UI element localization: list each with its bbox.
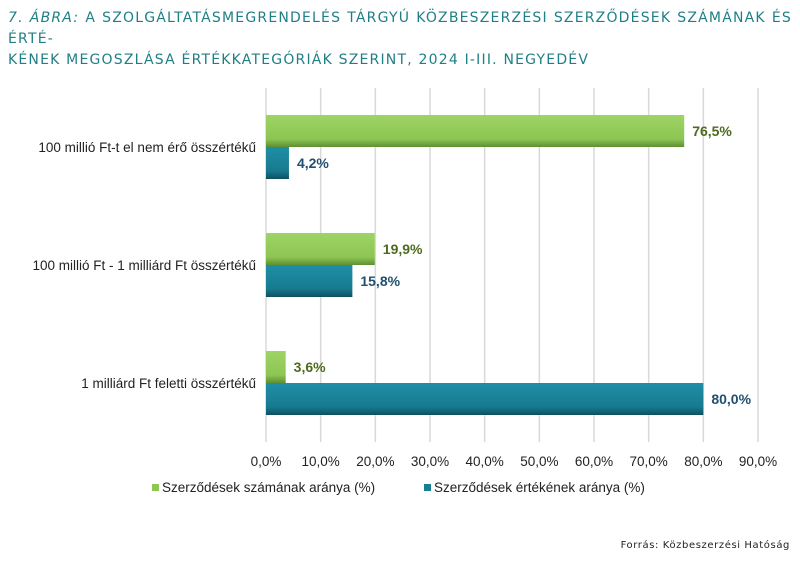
x-tick-label: 40,0% [466,454,504,469]
legend-swatch-count [152,484,159,491]
data-label: 4,2% [297,155,329,171]
bar-contract-count [266,351,286,383]
data-label: 3,6% [294,359,326,375]
category-label: 100 millió Ft - 1 milliárd Ft összértékű [32,258,256,273]
x-tick-label: 30,0% [411,454,449,469]
x-tick-label: 20,0% [356,454,394,469]
title-line-2: KÉNEK MEGOSZLÁSA ÉRTÉKKATEGÓRIÁK SZERINT… [8,52,590,68]
data-label: 76,5% [692,123,732,139]
x-tick-label: 80,0% [684,454,722,469]
data-label: 15,8% [360,273,400,289]
bar-contract-value [266,383,704,415]
legend-label: Szerződések számának aránya (%) [162,480,375,495]
x-tick-label: 0,0% [251,454,282,469]
x-tick-label: 70,0% [630,454,668,469]
legend-swatch-value [424,484,431,491]
x-tick-label: 50,0% [520,454,558,469]
x-tick-labels: 0,0% 10,0% 20,0% 30,0% 40,0% 50,0% 60,0% 70,0% 8… [251,454,778,469]
data-label: 19,9% [383,241,423,257]
figure-label: 7. ÁBRA: [8,10,80,26]
bar-contract-value [266,147,289,179]
bars [266,115,704,415]
x-tick-label: 10,0% [302,454,340,469]
category-label: 100 millió Ft-t el nem érő összértékű [38,140,256,155]
source-note: Forrás: Közbeszerzési Hatóság [620,540,790,551]
category-labels: 100 millió Ft-t el nem érő összértékű 100… [32,140,256,391]
data-label: 80,0% [711,391,751,407]
chart-title: 7. ÁBRA: A SZOLGÁLTATÁSMEGRENDELÉS TÁRGY… [8,8,792,71]
category-label: 1 milliárd Ft feletti összértékű [81,376,256,391]
legend: Szerződések számának aránya (%) Szerződés… [152,480,645,495]
x-tick-label: 60,0% [575,454,613,469]
x-tick-label: 90,0% [739,454,777,469]
title-line-1: A SZOLGÁLTATÁSMEGRENDELÉS TÁRGYÚ KÖZBESZ… [8,10,792,47]
bar-contract-count [266,115,685,147]
legend-label: Szerződések értékének aránya (%) [434,480,645,495]
bar-contract-value [266,265,353,297]
data-labels: 76,5% 4,2% 19,9% 15,8% 3,6% 80,0% [294,123,752,407]
bar-contract-count [266,233,375,265]
